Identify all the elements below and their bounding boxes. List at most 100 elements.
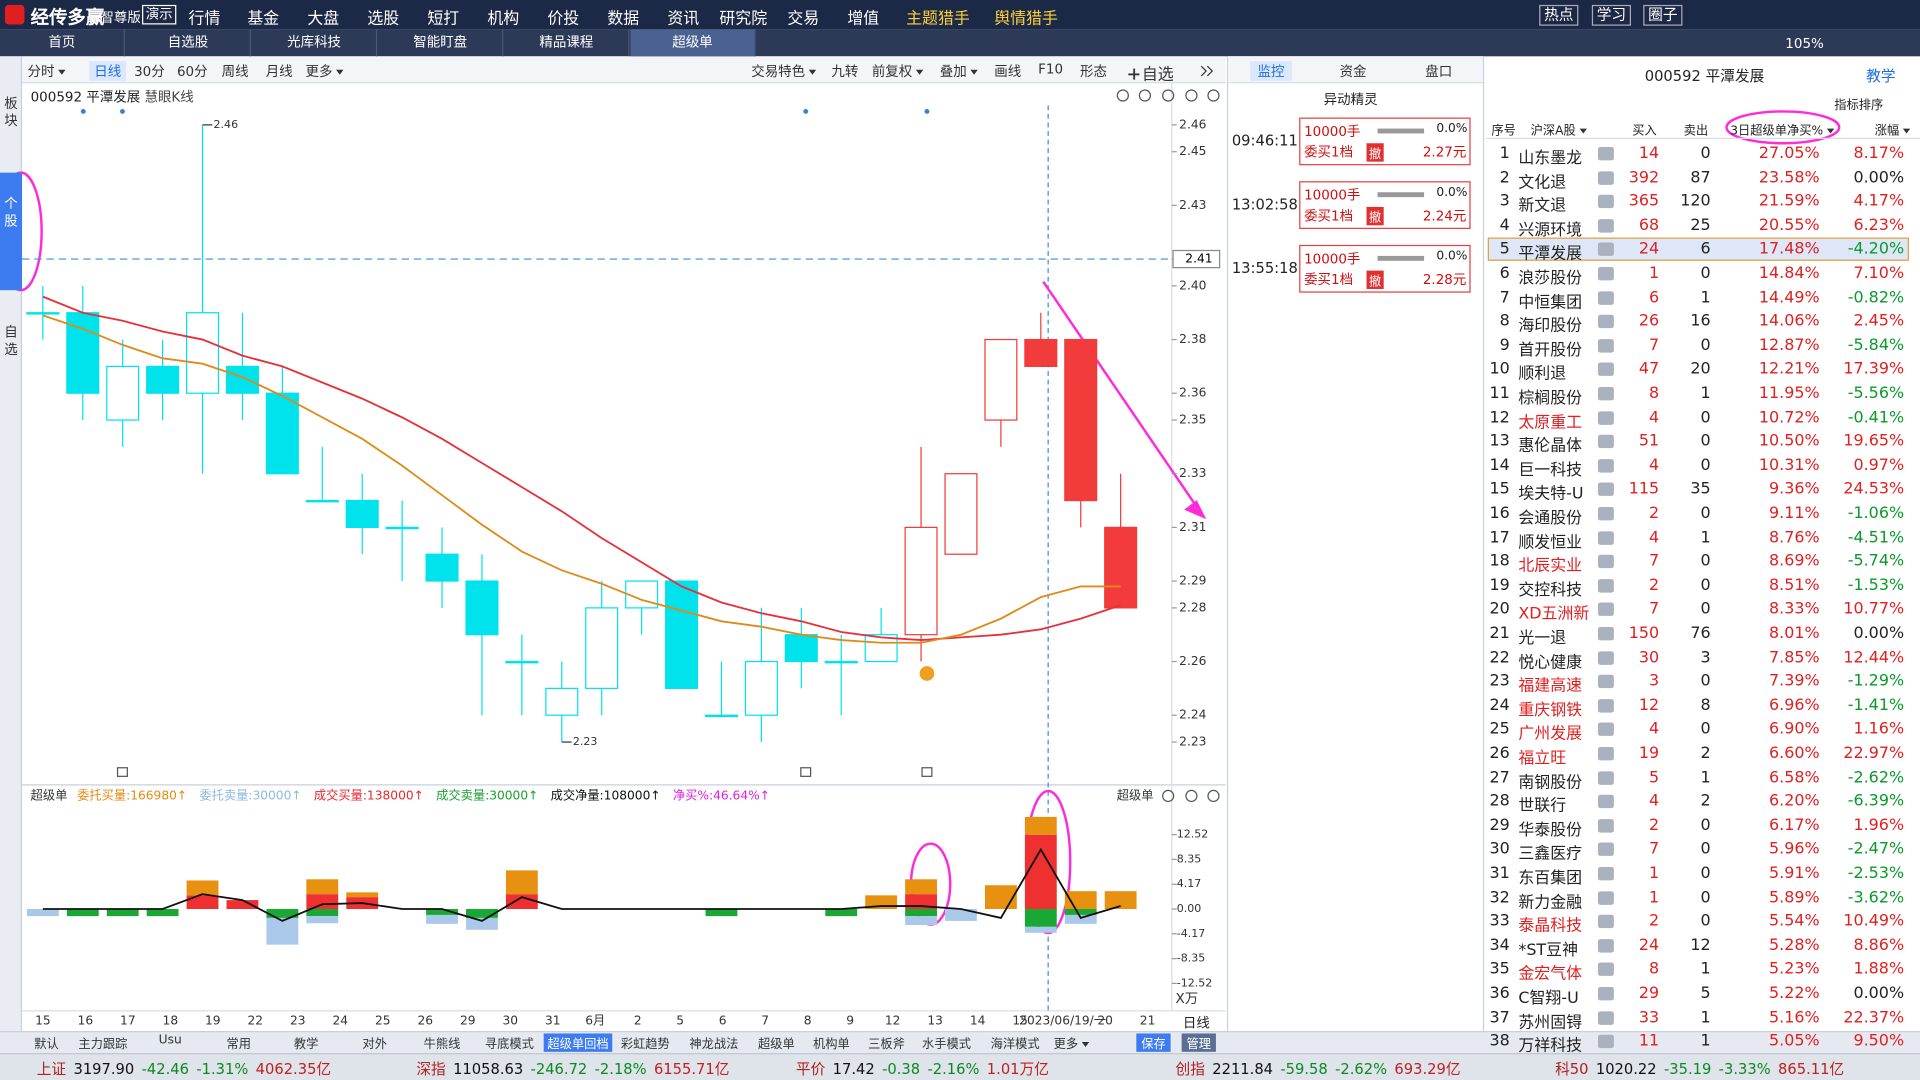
period-button[interactable]: 日线 [89,61,127,81]
menu-item[interactable]: 数据 [607,9,640,29]
row-icon[interactable] [1597,458,1614,473]
row-icon[interactable] [1597,266,1614,281]
row-icon[interactable] [1597,170,1614,185]
sidebar-item[interactable]: 个股 [4,195,18,229]
table-cell[interactable]: 棕榈股份 [1518,389,1583,408]
sidebar-item[interactable]: 自选 [4,324,18,358]
row-icon[interactable] [1597,314,1614,329]
table-cell[interactable]: 新力金融 [1518,893,1583,912]
table-cell[interactable]: 平潭发展 [1518,245,1583,264]
event-box[interactable] [1299,244,1471,293]
table-cell[interactable]: 巨一科技 [1518,461,1583,480]
bottom-tab[interactable]: 水手模式 [922,1038,972,1052]
row-icon[interactable] [1597,1010,1614,1025]
tab[interactable]: 光库科技 [252,29,378,57]
row-icon[interactable] [1597,290,1614,305]
table-header[interactable]: 序号 [1491,124,1516,139]
row-icon[interactable] [1597,866,1614,881]
tool-button[interactable]: 形态 [1080,63,1107,80]
tool-button[interactable]: 前复权 [872,61,924,81]
table-cell[interactable]: 埃夫特-U [1518,485,1584,504]
table-cell[interactable]: 太原重工 [1518,413,1583,432]
row-icon[interactable] [1597,938,1614,953]
table-header[interactable]: 买入 [1632,124,1657,139]
bottom-tab[interactable]: 超级单回档 [543,1033,613,1052]
row-icon[interactable] [1597,1034,1614,1049]
menu-item[interactable]: 机构 [487,9,520,29]
table-cell[interactable]: 华泰股份 [1518,821,1583,840]
row-icon[interactable] [1597,506,1614,521]
table-cell[interactable]: 会通股份 [1518,509,1583,528]
bottom-action[interactable]: 管理 [1181,1033,1216,1052]
menu-button[interactable]: 学习 [1591,4,1632,26]
table-cell[interactable]: 广州发展 [1518,725,1583,744]
row-icon[interactable] [1597,890,1614,905]
sort-label[interactable]: 指标排序 [1834,99,1884,113]
table-cell[interactable]: *ST豆神 [1518,941,1579,960]
table-cell[interactable]: 苏州固锝 [1518,1013,1583,1032]
row-icon[interactable] [1597,338,1614,353]
table-cell[interactable]: 新文退 [1518,197,1567,216]
row-icon[interactable] [1597,722,1614,737]
table-cell[interactable]: XD五洲新 [1518,605,1590,624]
menu-item[interactable]: 增值 [847,9,880,29]
table-header[interactable]: 沪深A股 [1531,120,1587,138]
tab[interactable]: 超级单 [630,29,756,57]
menu-item[interactable]: 主题猎手 [906,9,970,29]
row-icon[interactable] [1597,194,1614,209]
table-cell[interactable]: 顺利退 [1518,365,1567,384]
table-cell[interactable]: 首开股份 [1518,341,1583,360]
table-cell[interactable]: 泰晶科技 [1518,917,1583,936]
table-cell[interactable]: 山东墨龙 [1518,149,1583,168]
tool-button[interactable]: 交易特色 [751,61,817,81]
menu-item[interactable]: 行情 [188,9,221,29]
menu-item[interactable]: 短打 [427,9,460,29]
row-icon[interactable] [1597,482,1614,497]
row-icon[interactable] [1597,626,1614,641]
table-cell[interactable]: 福立旺 [1518,749,1567,768]
row-icon[interactable] [1597,362,1614,377]
bottom-tab[interactable]: 机构单 [813,1038,850,1052]
row-icon[interactable] [1597,770,1614,785]
table-cell[interactable]: 交控科技 [1518,581,1583,600]
table-cell[interactable]: 悦心健康 [1518,653,1583,672]
row-icon[interactable] [1597,842,1614,857]
row-icon[interactable] [1597,650,1614,665]
monitor-tab[interactable]: 资金 [1339,63,1367,80]
table-cell[interactable]: 南钢股份 [1518,773,1583,792]
event-box[interactable] [1299,117,1471,166]
row-icon[interactable] [1597,986,1614,1001]
tab[interactable]: 精品课程 [504,29,630,57]
bottom-tab[interactable]: 主力跟踪 [78,1038,128,1052]
bottom-tab[interactable]: 牛熊线 [423,1038,461,1052]
more-arrow[interactable] [1200,65,1214,77]
table-header[interactable]: 涨幅 [1875,120,1911,138]
table-header[interactable]: 3日超级单净买% [1730,120,1835,138]
demo[interactable]: 演示 [142,4,177,25]
row-icon[interactable] [1597,746,1614,761]
bottom-tab[interactable]: 神龙战法 [689,1038,739,1052]
bottom-tab[interactable]: 更多 [1050,1033,1093,1052]
table-cell[interactable]: 北辰实业 [1518,557,1583,576]
table-cell[interactable]: 海印股份 [1518,317,1583,336]
bottom-tab[interactable]: Usu [158,1033,182,1047]
table-cell[interactable]: 东百集团 [1518,869,1583,888]
table-cell[interactable]: 世联行 [1518,797,1567,816]
table-cell[interactable]: 惠伦晶体 [1518,437,1583,456]
event-box[interactable] [1299,181,1471,229]
bottom-tab[interactable]: 寻底模式 [484,1038,534,1052]
tool-button[interactable]: F10 [1038,61,1064,78]
period-button[interactable]: 分时 [23,61,71,81]
period-button[interactable]: 60分 [176,63,208,80]
table-cell[interactable]: 福建高速 [1518,677,1583,696]
bottom-action[interactable]: 保存 [1136,1033,1171,1052]
table-cell[interactable]: 三鑫医疗 [1518,845,1583,864]
row-icon[interactable] [1597,386,1614,401]
menu-item[interactable]: 选股 [367,9,400,29]
row-icon[interactable] [1597,962,1614,977]
row-icon[interactable] [1597,146,1614,161]
table-cell[interactable]: 光一退 [1518,629,1567,648]
row-icon[interactable] [1597,242,1614,257]
teach-link[interactable]: 教学 [1866,67,1896,85]
monitor-tab[interactable]: 盘口 [1425,63,1453,80]
